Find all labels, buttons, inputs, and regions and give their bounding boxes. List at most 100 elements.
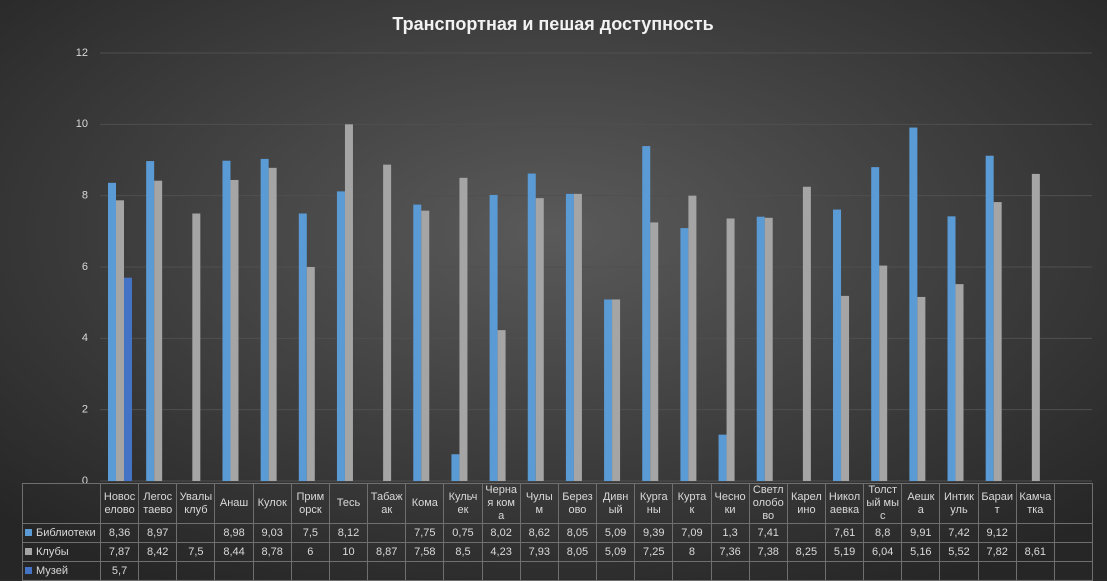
y-tick-label: 2 (82, 404, 88, 416)
bar (413, 204, 422, 482)
value-cell: 8,5 (443, 542, 483, 562)
value-cell: 8 (672, 542, 712, 562)
empty-cell (176, 523, 216, 543)
y-tick-label: 6 (82, 261, 88, 273)
value-cell: 7,93 (519, 542, 559, 562)
empty-cell (1053, 523, 1094, 543)
empty-cell (214, 561, 254, 581)
bar (718, 434, 727, 481)
value-cell: 7,36 (710, 542, 750, 562)
empty-cell (1053, 561, 1094, 581)
bar (527, 173, 536, 481)
value-cell: 7,82 (977, 542, 1017, 562)
bar (154, 180, 163, 482)
value-cell: 8,05 (557, 542, 598, 562)
value-cell: 8,36 (99, 523, 140, 543)
bar (573, 193, 582, 481)
bar (146, 161, 155, 481)
value-cell: 8,87 (367, 542, 407, 562)
bar (535, 198, 544, 481)
table-row: Библиотеки 8,36 8,97 8,98 9,03 7,5 8,12 7,75 0,7… (22, 523, 1094, 543)
value-cell: 8,02 (481, 523, 521, 543)
empty-cell (1015, 523, 1055, 543)
corner-cell (22, 483, 101, 524)
legend-swatch (25, 567, 32, 575)
value-cell: 7,38 (748, 542, 788, 562)
value-cell: 8,12 (328, 523, 369, 543)
value-cell: 7,42 (939, 523, 979, 543)
y-tick-label: 4 (82, 332, 88, 344)
category-label: Куртак (672, 483, 712, 524)
empty-cell (328, 561, 369, 581)
bar (879, 265, 888, 481)
legend-label: Клубы (36, 545, 69, 558)
empty-cell (977, 561, 1017, 581)
value-cell: 9,12 (977, 523, 1017, 543)
category-label: Курганы (634, 483, 674, 524)
empty-cell (481, 561, 521, 581)
value-cell: 5,09 (596, 523, 636, 543)
category-label: Чулым (519, 483, 559, 524)
category-label: Кома (405, 483, 445, 524)
bar (298, 213, 307, 481)
bar (726, 218, 735, 481)
value-cell: 9,03 (252, 523, 292, 543)
category-label: Камчатка (1015, 483, 1055, 524)
category-label: Кулок (252, 483, 292, 524)
bar (756, 216, 765, 481)
bar (451, 454, 460, 481)
legend-swatch (25, 529, 32, 537)
bar (344, 124, 353, 481)
value-cell: 9,39 (634, 523, 674, 543)
empty-cell (1015, 561, 1055, 581)
category-label: Увалы клуб (176, 483, 216, 524)
legend-cell: Клубы (22, 542, 101, 562)
category-label: Толстый мыс (863, 483, 903, 524)
y-tick-label: 0 (82, 475, 88, 487)
bar (260, 158, 269, 481)
bar (985, 155, 994, 481)
bar (993, 202, 1002, 481)
bar (680, 228, 689, 481)
empty-cell (1053, 483, 1094, 524)
value-cell: 7,87 (99, 542, 140, 562)
empty-cell (901, 561, 941, 581)
category-label: Карелино (786, 483, 826, 524)
bar (565, 193, 574, 481)
value-cell: 5,52 (939, 542, 979, 562)
empty-cell (443, 561, 483, 581)
value-cell: 7,25 (634, 542, 674, 562)
value-cell: 7,5 (176, 542, 216, 562)
empty-cell (138, 561, 178, 581)
bar (116, 200, 124, 481)
empty-cell (252, 561, 292, 581)
empty-cell (176, 561, 216, 581)
empty-cell (634, 561, 674, 581)
table-header: Новоселово Легостаево Увалы клуб Анаш Кулок П… (22, 483, 1094, 524)
bar (841, 295, 850, 481)
empty-cell (596, 561, 636, 581)
table-row: Музей 5,7 (22, 561, 1094, 581)
value-cell: 5,09 (596, 542, 636, 562)
value-cell: 7,58 (405, 542, 445, 562)
legend-swatch (25, 548, 32, 556)
bar (1031, 173, 1040, 481)
y-tick-label: 12 (76, 47, 88, 59)
value-cell: 1,3 (710, 523, 750, 543)
bar (124, 277, 132, 481)
bar (108, 182, 116, 481)
empty-cell (710, 561, 750, 581)
table-row: Клубы 7,87 8,42 7,5 8,44 8,78 6 10 8,87 7,58 8,5 4,… (22, 542, 1094, 562)
value-cell: 8,98 (214, 523, 254, 543)
legend-label: Музей (36, 564, 68, 577)
bar (604, 299, 613, 481)
value-cell: 8,42 (138, 542, 178, 562)
data-table: Новоселово Легостаево Увалы клуб Анаш Кулок П… (22, 483, 1094, 581)
bar (955, 284, 964, 481)
category-label: Светлолобово (748, 483, 788, 524)
category-label: Николаевка (824, 483, 865, 524)
value-cell: 7,09 (672, 523, 712, 543)
value-cell: 9,91 (901, 523, 941, 543)
